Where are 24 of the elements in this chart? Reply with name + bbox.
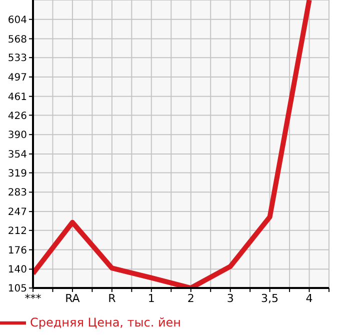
y-tick-label: 212 — [8, 226, 27, 237]
y-tick-label: 426 — [8, 110, 27, 122]
y-tick-label: 283 — [8, 188, 27, 199]
x-tick-label: 4 — [306, 292, 313, 305]
y-tick-label: 568 — [8, 34, 27, 46]
legend-label: Средняя Цена, тыс. йен — [30, 315, 182, 330]
x-tick-label: 2 — [187, 292, 194, 305]
x-tick-label: 3,5 — [261, 292, 279, 305]
y-tick-label: 533 — [8, 53, 27, 64]
y-tick-label: 247 — [8, 207, 27, 218]
y-tick-label: 319 — [8, 168, 27, 180]
y-tick-label: 497 — [8, 72, 27, 84]
y-tick-label: 176 — [8, 245, 27, 256]
x-tick-label: R — [108, 292, 116, 305]
y-tick-label: 604 — [8, 14, 27, 26]
x-tick-label: *** — [24, 292, 42, 305]
y-tick-label: 461 — [8, 92, 27, 103]
y-tick-label: 390 — [8, 130, 27, 142]
y-tick-label: 140 — [8, 264, 27, 276]
x-tick-label: 3 — [226, 292, 234, 305]
y-tick-label: 354 — [8, 150, 27, 161]
x-tick-label: RA — [65, 292, 80, 305]
x-tick-label: 1 — [148, 292, 155, 305]
y-tick-label: 105 — [8, 284, 27, 295]
